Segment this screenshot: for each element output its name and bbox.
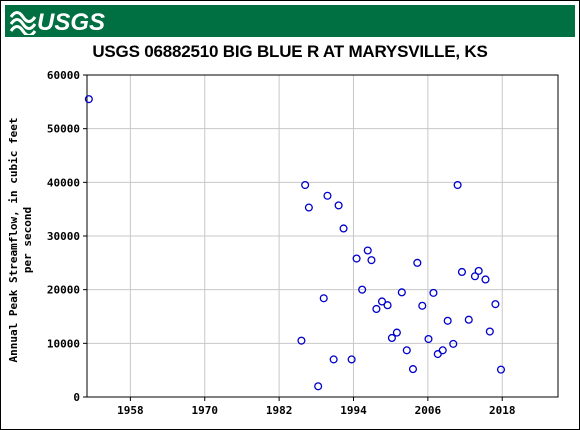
data-point: [319, 294, 328, 303]
y-tick-label: 60000: [47, 69, 80, 82]
data-point: [418, 301, 427, 310]
y-tick-label: 50000: [47, 123, 80, 136]
data-point: [352, 254, 361, 263]
data-point: [84, 95, 93, 104]
y-axis-title-line2: per second: [21, 207, 34, 273]
data-point: [433, 350, 442, 359]
x-tick-label: 1970: [192, 404, 219, 417]
data-points: [84, 95, 506, 391]
x-axis-tick-labels: 1958 1970 1982 1994 2006 2018: [117, 404, 515, 417]
usgs-wave-icon: [9, 11, 37, 35]
data-point: [334, 201, 343, 210]
data-point: [413, 258, 422, 267]
data-point: [383, 301, 392, 310]
data-point: [429, 288, 438, 297]
data-point: [314, 382, 323, 391]
data-point: [438, 346, 447, 355]
data-point: [397, 288, 406, 297]
data-point: [329, 355, 338, 364]
chart-title: USGS 06882510 BIG BLUE R AT MARYSVILLE, …: [92, 42, 488, 61]
data-point: [474, 266, 483, 275]
data-point: [491, 300, 500, 309]
data-point: [443, 316, 452, 325]
axis-ticks: [83, 74, 503, 401]
data-point: [485, 327, 494, 336]
y-axis-title-line1: Annual Peak Streamflow, in cubic feet: [7, 117, 20, 362]
usgs-logo-text: USGS: [37, 9, 105, 35]
x-tick-label: 1958: [117, 404, 144, 417]
y-tick-label: 0: [73, 391, 80, 404]
data-point: [424, 334, 433, 344]
x-tick-label: 2018: [489, 404, 516, 417]
y-tick-label: 40000: [47, 176, 80, 189]
data-point: [402, 346, 411, 355]
data-point: [304, 203, 313, 212]
data-point: [367, 256, 376, 265]
data-point: [323, 191, 332, 200]
data-point: [470, 272, 480, 281]
x-tick-label: 1994: [340, 404, 367, 417]
data-point: [496, 365, 506, 374]
data-point: [358, 285, 367, 294]
x-tick-label: 1982: [266, 404, 293, 417]
y-tick-label: 10000: [47, 337, 80, 350]
data-point: [297, 336, 306, 345]
y-tick-label: 20000: [47, 284, 80, 297]
y-tick-label: 30000: [47, 230, 80, 243]
data-point: [347, 355, 356, 364]
data-point: [457, 267, 466, 277]
data-point: [408, 365, 418, 374]
usgs-logo: USGS: [9, 9, 105, 35]
data-point: [481, 275, 490, 284]
data-point: [392, 328, 401, 337]
grid: [87, 75, 558, 397]
data-point: [372, 304, 381, 314]
data-point: [453, 180, 462, 190]
data-point: [387, 333, 396, 343]
data-point: [449, 339, 458, 348]
y-axis-tick-labels: 0 10000 20000 30000 40000 50000 60000: [47, 69, 80, 404]
data-point: [301, 180, 310, 190]
data-point: [363, 246, 372, 255]
x-tick-label: 2006: [415, 404, 442, 417]
data-point: [464, 315, 473, 324]
data-point: [339, 224, 348, 233]
data-point: [377, 297, 387, 306]
usgs-banner: USGS: [5, 5, 575, 37]
